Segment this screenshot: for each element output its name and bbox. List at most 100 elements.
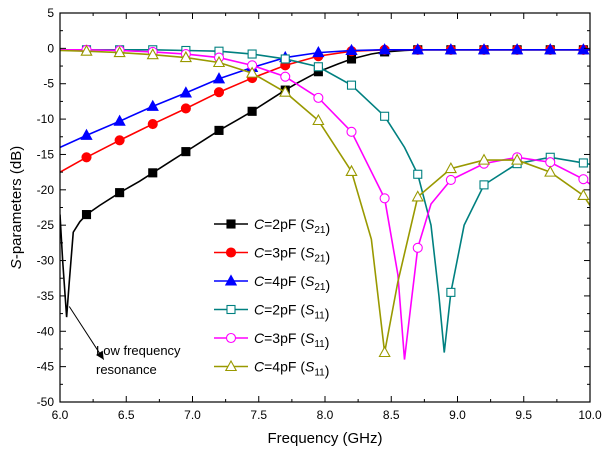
series-6 [60, 44, 590, 358]
y-tick-label: 5 [47, 6, 54, 20]
y-tick-label: -15 [37, 147, 55, 161]
y-tick-label: -5 [43, 77, 54, 91]
y-tick-label: -50 [37, 395, 55, 409]
data-point-3-14 [510, 43, 524, 55]
data-point-6-1 [80, 44, 93, 56]
y-tick-label: -25 [37, 218, 55, 232]
data-point-4-16 [578, 158, 588, 168]
data-point-2-1 [81, 152, 92, 163]
annotation-text: Low frequency [96, 343, 181, 358]
data-point-1-6 [247, 106, 257, 116]
data-point-6-14 [510, 153, 524, 165]
data-point-4-12 [446, 287, 456, 297]
x-tick-label: 10.0 [578, 408, 602, 422]
data-point-5-7 [280, 71, 291, 82]
legend-marker-2 [225, 247, 237, 258]
data-point-6-11 [411, 190, 424, 202]
data-point-2-5 [213, 87, 225, 98]
data-point-6-12 [444, 161, 458, 174]
annotation-text: resonance [96, 362, 157, 377]
data-point-6-16 [577, 188, 590, 201]
data-point-5-15 [545, 157, 556, 168]
y-tick-label: -20 [37, 183, 55, 197]
series-line-4 [60, 48, 590, 353]
data-point-1-1 [81, 210, 92, 220]
series-2 [60, 44, 590, 173]
series-line-3 [60, 48, 590, 149]
data-point-3-15 [544, 43, 557, 55]
data-point-3-12 [444, 43, 458, 55]
data-point-6-4 [179, 50, 193, 63]
data-point-6-5 [212, 55, 226, 68]
data-point-3-13 [477, 43, 491, 55]
data-point-6-6 [245, 66, 259, 78]
data-point-5-12 [445, 174, 456, 185]
y-tick-label: -35 [37, 289, 55, 303]
data-point-3-10 [378, 43, 391, 55]
data-point-1-2 [115, 188, 125, 198]
data-point-4-7 [280, 54, 290, 64]
legend-label-5: C=3pF (S11) [254, 330, 329, 350]
data-point-3-3 [146, 99, 159, 111]
data-point-4-6 [247, 49, 257, 59]
data-point-5-11 [412, 242, 423, 253]
legend-label-1: C=2pF (S21) [254, 216, 330, 236]
legend-marker-3 [224, 274, 238, 286]
data-point-4-10 [380, 111, 390, 121]
y-tick-label: -10 [37, 112, 55, 126]
data-point-4-8 [313, 62, 323, 72]
y-tick-label: -30 [37, 254, 55, 268]
data-point-3-1 [80, 128, 93, 140]
x-tick-label: 9.5 [515, 408, 532, 422]
legend-label-3: C=4pF (S21) [254, 273, 330, 293]
data-point-5-10 [379, 193, 390, 204]
data-point-4-13 [479, 180, 489, 190]
data-point-3-16 [577, 43, 590, 55]
y-tick-label: 0 [47, 41, 54, 55]
series-line-6 [60, 49, 590, 353]
data-point-6-2 [113, 45, 126, 58]
data-point-6-8 [312, 113, 325, 126]
annotation-arrow-head [96, 350, 104, 360]
series-line-2 [60, 48, 590, 173]
data-point-1-5 [214, 125, 224, 135]
data-point-6-9 [345, 164, 358, 176]
data-point-6-10 [378, 345, 391, 358]
x-tick-label: 9.0 [449, 408, 466, 422]
data-point-3-8 [312, 45, 325, 58]
x-tick-label: 8.5 [383, 408, 400, 422]
data-point-6-13 [477, 153, 491, 165]
data-point-2-3 [147, 118, 158, 130]
legend-label-2: C=3pF (S21) [254, 245, 330, 265]
y-tick-label: -40 [37, 324, 55, 338]
data-point-3-4 [179, 86, 193, 98]
x-tick-label: 7.0 [184, 408, 201, 422]
data-point-5-8 [313, 92, 324, 103]
x-tick-label: 6.5 [118, 408, 135, 422]
annotation-arrow-line [68, 306, 105, 360]
data-point-3-5 [212, 72, 226, 84]
data-point-1-4 [181, 147, 191, 157]
data-point-5-16 [578, 174, 589, 185]
data-point-5-9 [346, 126, 357, 137]
legend-marker-5 [225, 332, 237, 344]
legend-marker-1 [226, 219, 236, 229]
x-tick-label: 6.0 [52, 408, 69, 422]
data-point-6-3 [146, 48, 159, 60]
data-point-2-4 [180, 103, 191, 114]
y-axis-title: S-parameters (dB) [8, 146, 25, 269]
data-point-1-3 [148, 168, 158, 178]
legend-label-6: C=4pF (S11) [254, 359, 329, 379]
legend: C=2pF (S21) C=3pF (S21) C=4pF (S21) C=2pF (… [214, 216, 330, 379]
data-point-6-7 [279, 85, 292, 97]
x-axis-title: Frequency (GHz) [267, 430, 382, 447]
data-point-6-15 [544, 165, 557, 177]
data-point-4-11 [413, 169, 423, 179]
data-point-3-9 [345, 43, 358, 56]
x-tick-label: 8.0 [317, 408, 334, 422]
y-tick-label: -45 [37, 360, 55, 374]
data-point-3-2 [113, 114, 126, 126]
legend-marker-4 [226, 304, 236, 315]
